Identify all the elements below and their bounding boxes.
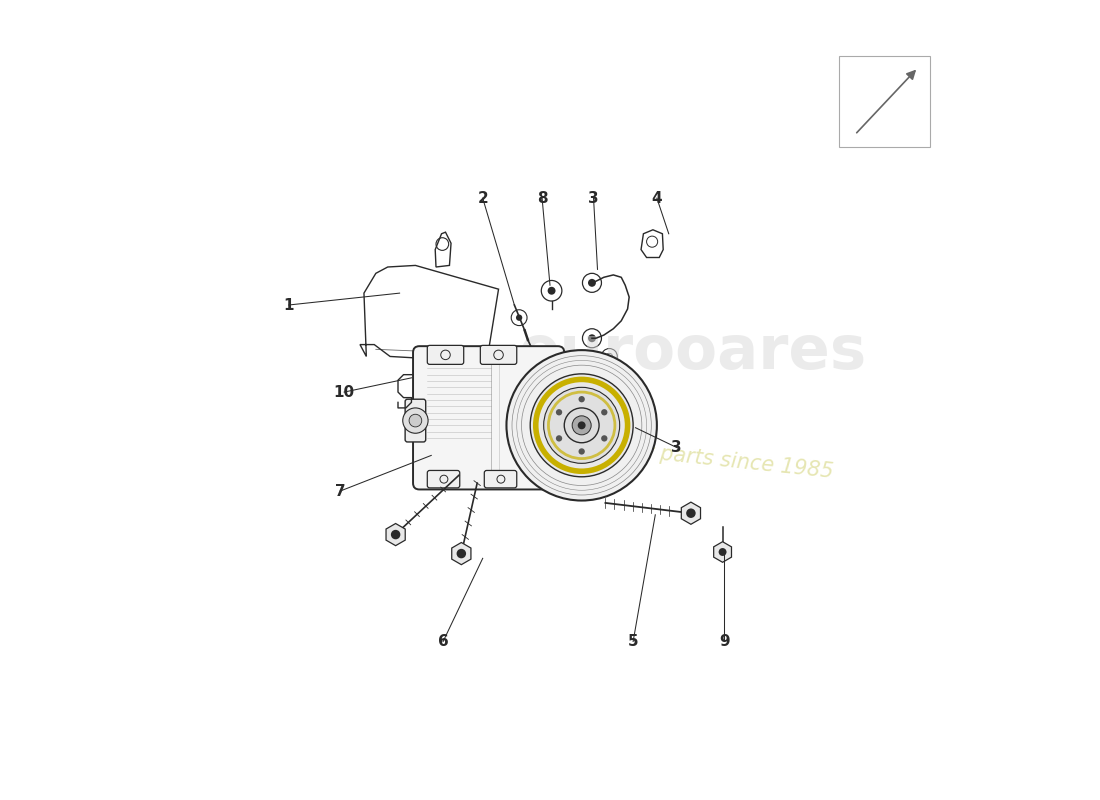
FancyBboxPatch shape [405, 399, 426, 442]
Circle shape [718, 548, 726, 556]
Text: 6: 6 [438, 634, 449, 649]
Circle shape [564, 408, 600, 442]
Circle shape [579, 448, 585, 454]
Text: 8: 8 [537, 190, 548, 206]
FancyBboxPatch shape [427, 470, 460, 488]
FancyBboxPatch shape [554, 412, 573, 450]
Text: 9: 9 [719, 634, 729, 649]
Text: 3: 3 [588, 190, 598, 206]
Circle shape [456, 549, 466, 558]
FancyBboxPatch shape [427, 346, 464, 364]
Polygon shape [386, 523, 405, 546]
Polygon shape [681, 502, 701, 524]
Circle shape [543, 387, 619, 463]
Text: 5: 5 [628, 634, 638, 649]
Text: 3: 3 [671, 440, 682, 455]
Polygon shape [452, 542, 471, 565]
Circle shape [601, 435, 607, 442]
Circle shape [556, 435, 562, 442]
Circle shape [686, 509, 695, 518]
FancyBboxPatch shape [484, 470, 517, 488]
Circle shape [579, 396, 585, 402]
Circle shape [506, 350, 657, 501]
Text: 4: 4 [651, 190, 662, 206]
Circle shape [556, 409, 562, 415]
Circle shape [572, 416, 591, 435]
Circle shape [601, 409, 607, 415]
Text: 2: 2 [477, 190, 488, 206]
Circle shape [578, 422, 585, 430]
Circle shape [588, 334, 596, 342]
Text: 10: 10 [333, 385, 354, 399]
Circle shape [588, 279, 596, 286]
Text: a passion for parts since 1985: a passion for parts since 1985 [519, 429, 834, 482]
Circle shape [548, 286, 556, 294]
Circle shape [516, 314, 522, 321]
Text: eurooares: eurooares [518, 323, 867, 382]
Circle shape [530, 374, 634, 477]
Circle shape [409, 414, 421, 427]
Circle shape [403, 408, 428, 434]
Circle shape [390, 530, 400, 539]
Text: 1: 1 [284, 298, 294, 313]
FancyBboxPatch shape [481, 346, 517, 364]
FancyBboxPatch shape [412, 346, 564, 490]
Polygon shape [714, 542, 732, 562]
Text: 7: 7 [334, 483, 345, 498]
